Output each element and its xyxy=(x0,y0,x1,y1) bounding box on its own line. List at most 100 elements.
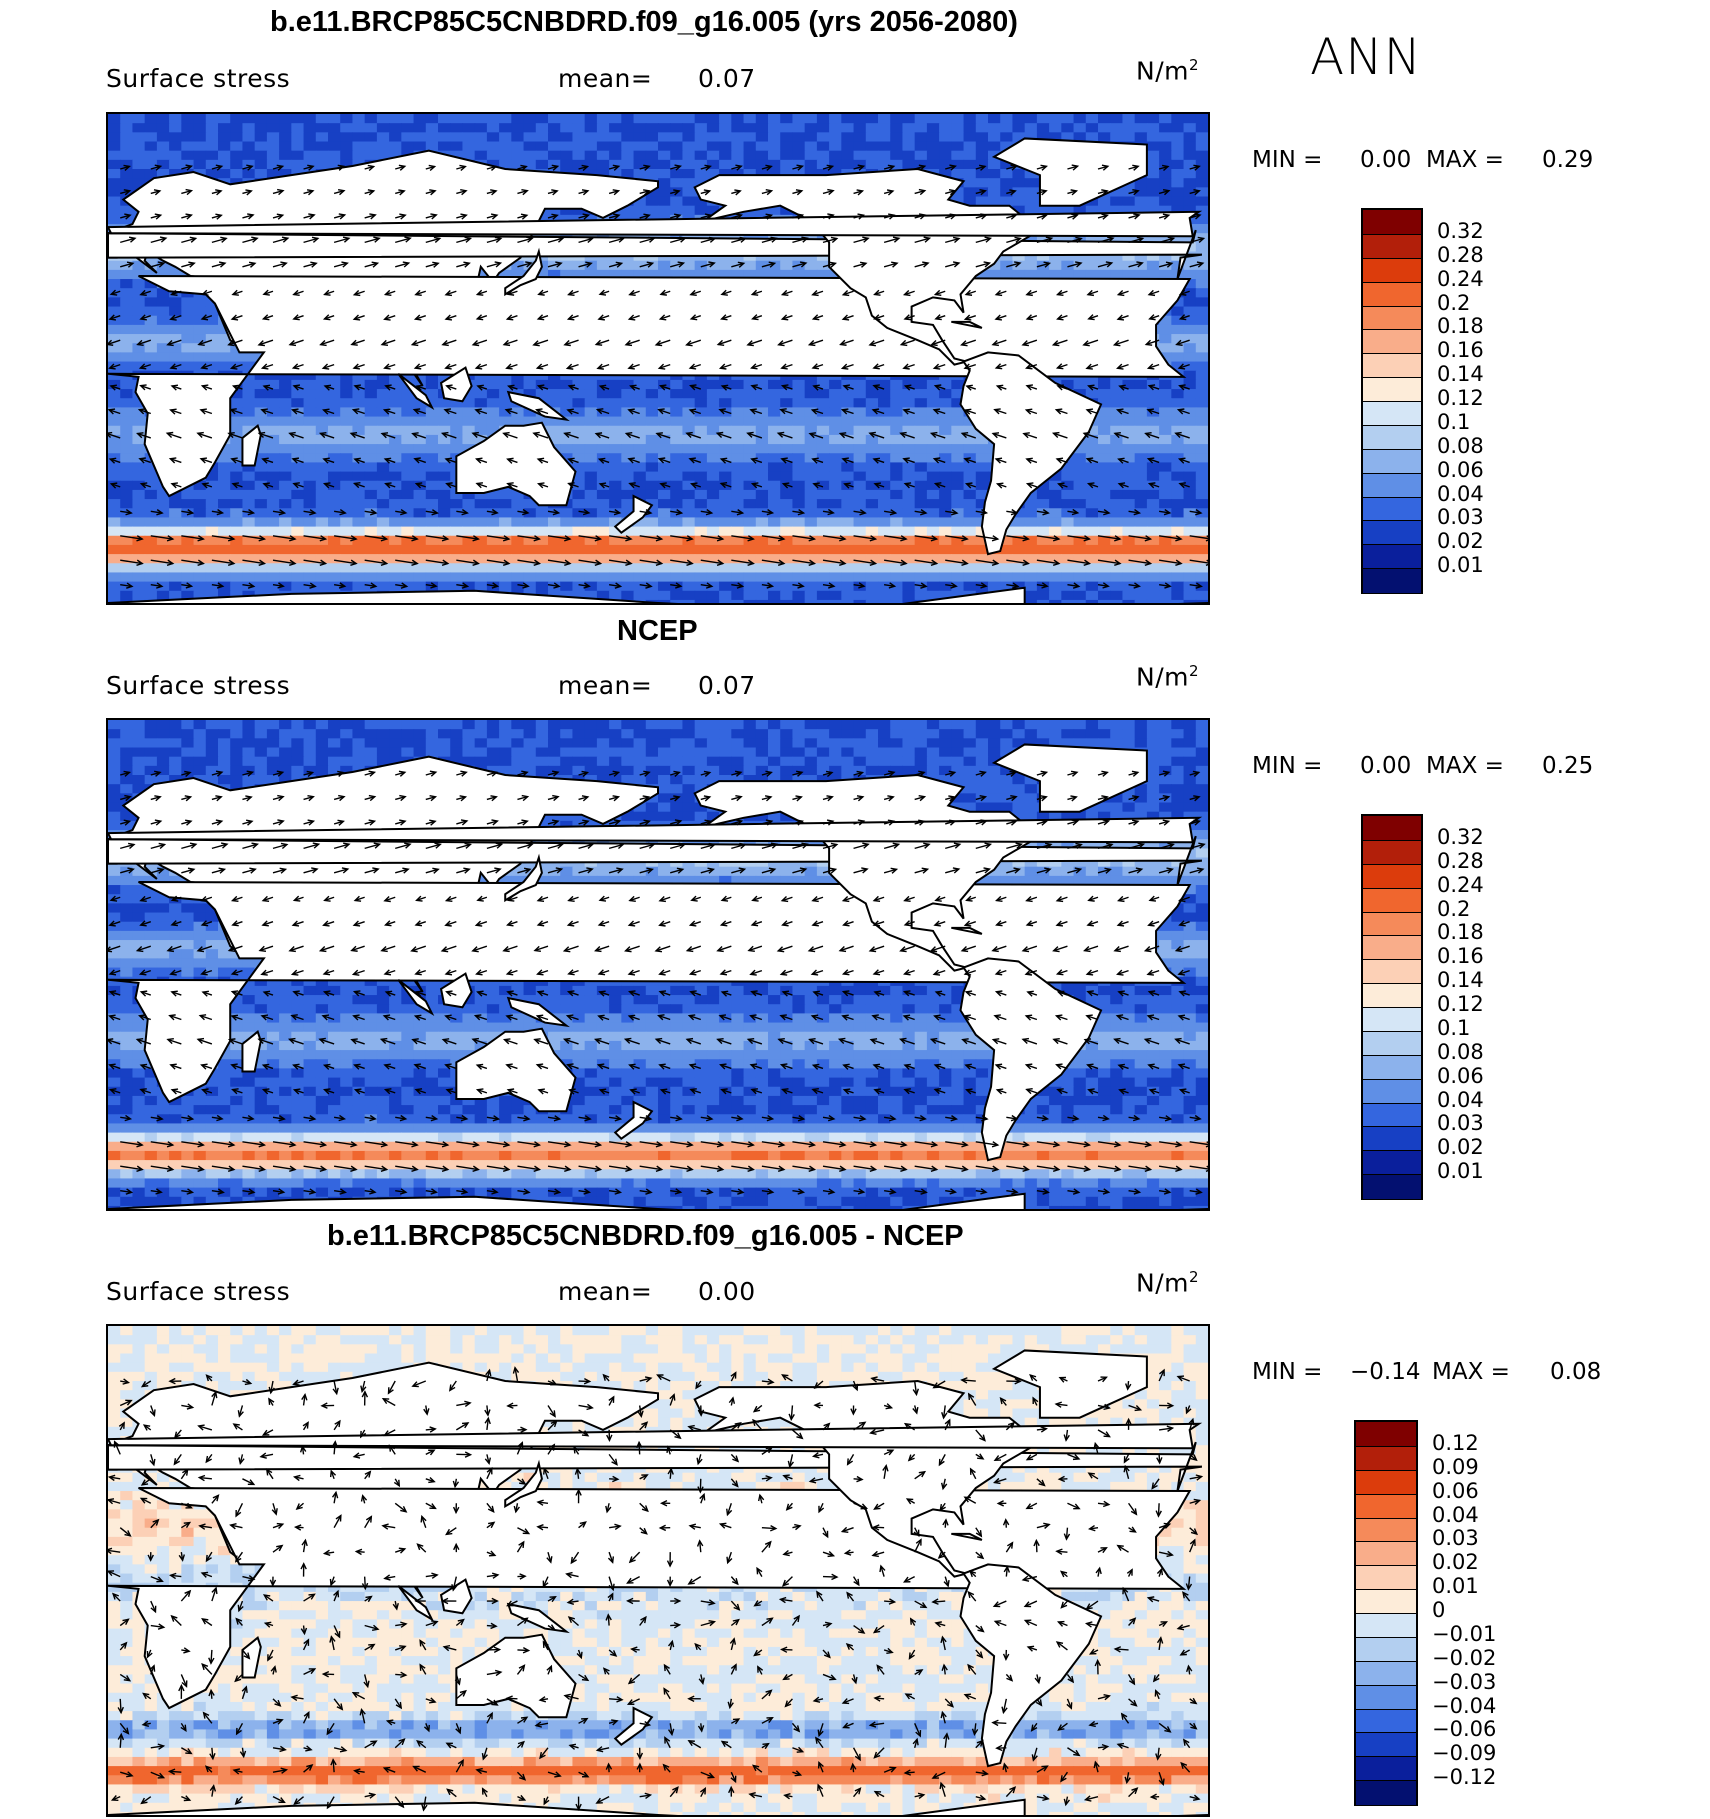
panel-3-units: N/m2 xyxy=(1136,1268,1199,1297)
colorbar-label: 0.1 xyxy=(1437,1015,1471,1040)
panel-1-title: b.e11.BRCP85C5CNBDRD.f09_g16.005 (yrs 20… xyxy=(270,6,1018,38)
colorbar-swatch xyxy=(1363,1102,1421,1127)
colorbar-label: 0.16 xyxy=(1437,338,1484,363)
land-polygon xyxy=(506,390,570,422)
colorbar-swatch xyxy=(1363,1054,1421,1080)
colorbar-label: −0.03 xyxy=(1432,1669,1497,1694)
land-polygon xyxy=(504,853,543,903)
colorbar-swatch xyxy=(1356,1636,1416,1662)
colorbar-label: 0.16 xyxy=(1437,944,1484,969)
colorbar-swatch xyxy=(1363,959,1421,984)
land-polygon xyxy=(504,247,543,297)
colorbar-label: 0.03 xyxy=(1437,505,1484,530)
colorbar-swatch xyxy=(1363,816,1421,841)
colorbar-swatch xyxy=(1356,1660,1416,1686)
colorbar-swatch xyxy=(1363,935,1421,960)
colorbar-label: 0.06 xyxy=(1432,1478,1479,1503)
colorbar-swatch xyxy=(1363,377,1421,402)
panel-1-max-value: 0.29 xyxy=(1542,147,1594,173)
panel-3-max-value: 0.08 xyxy=(1550,1359,1602,1385)
colorbar-swatch xyxy=(1363,496,1421,521)
colorbar-swatch xyxy=(1363,1078,1421,1103)
panel-2-mean-value: 0.07 xyxy=(698,671,756,700)
units-exponent: 2 xyxy=(1188,56,1200,74)
colorbar-label: −0.06 xyxy=(1432,1717,1497,1742)
panel-3-min-value: −0.14 xyxy=(1350,1359,1421,1385)
panel-1-min-value: 0.00 xyxy=(1360,147,1412,173)
colorbar-label: 0.02 xyxy=(1437,1135,1484,1160)
colorbar-label: 0.32 xyxy=(1437,824,1484,849)
colorbar-label: 0.03 xyxy=(1432,1526,1479,1551)
land-polygon xyxy=(439,972,473,1009)
colorbar-swatch xyxy=(1363,520,1421,545)
colorbar-label: 0.32 xyxy=(1437,218,1484,243)
panel-3-variable: Surface stress xyxy=(106,1277,291,1306)
map-svg xyxy=(108,1326,1208,1815)
colorbar-label: 0.04 xyxy=(1437,1087,1484,1112)
colorbar-label: 0.01 xyxy=(1437,1159,1484,1184)
colorbar-swatch xyxy=(1363,568,1421,593)
colorbar-swatch xyxy=(1363,472,1421,497)
colorbar-label: 0.03 xyxy=(1437,1111,1484,1136)
colorbar-label: −0.12 xyxy=(1432,1765,1497,1790)
colorbar-label: 0.08 xyxy=(1437,1039,1484,1064)
units-exponent: 2 xyxy=(1188,1268,1200,1286)
colorbar-swatch xyxy=(1356,1517,1416,1542)
colorbar-swatch xyxy=(1356,1565,1416,1590)
panel-2-units: N/m2 xyxy=(1136,662,1199,691)
land-polygon xyxy=(991,1349,1148,1419)
land-polygon xyxy=(108,1422,1203,1450)
land-polygon xyxy=(959,351,1103,556)
panel-1-min-label: MIN = xyxy=(1252,147,1323,173)
land-polygon xyxy=(504,1459,543,1509)
units-base: N/m xyxy=(1136,56,1189,86)
colorbar-label: 0.12 xyxy=(1437,992,1484,1016)
colorbar-swatch xyxy=(1363,424,1421,450)
coastlines xyxy=(108,743,1208,1209)
colorbar-swatch xyxy=(1356,1422,1416,1447)
colorbar-swatch xyxy=(1356,1780,1416,1805)
colorbar-label: 0.18 xyxy=(1437,314,1484,339)
units-base: N/m xyxy=(1136,662,1189,692)
units-base: N/m xyxy=(1136,1268,1189,1298)
panel-2-map xyxy=(106,718,1210,1211)
map-svg xyxy=(108,720,1208,1209)
panel-1-map xyxy=(106,112,1210,605)
colorbar-label: −0.09 xyxy=(1432,1741,1497,1766)
land-polygon xyxy=(108,586,1208,603)
colorbar-label: 0.14 xyxy=(1437,968,1484,993)
colorbar-swatch xyxy=(1363,839,1421,865)
panel-3-colorbar xyxy=(1354,1420,1418,1806)
colorbar-swatch xyxy=(1363,1174,1421,1199)
colorbar-label: 0.06 xyxy=(1437,457,1484,482)
panel-2-min-value: 0.00 xyxy=(1360,753,1412,779)
panel-1-units: N/m2 xyxy=(1136,56,1199,85)
colorbar-label: 0.04 xyxy=(1432,1502,1479,1527)
colorbar-swatch xyxy=(1356,1589,1416,1614)
colorbar-label: 0.24 xyxy=(1437,266,1484,291)
panel-2-max-value: 0.25 xyxy=(1542,753,1594,779)
panel-3-mean-value: 0.00 xyxy=(698,1277,756,1306)
colorbar-label: 0.28 xyxy=(1437,848,1484,873)
land-polygon xyxy=(241,1636,262,1679)
colorbar-swatch xyxy=(1363,1030,1421,1056)
land-polygon xyxy=(951,926,983,935)
colorbar-label: 0 xyxy=(1432,1598,1446,1622)
land-polygon xyxy=(108,816,1203,844)
colorbar-swatch xyxy=(1363,210,1421,235)
land-polygon xyxy=(951,320,983,329)
colorbar-swatch xyxy=(1363,233,1421,259)
stress-vectors xyxy=(108,770,1208,1195)
land-polygon xyxy=(991,743,1148,813)
colorbar-label: 0.01 xyxy=(1437,553,1484,578)
colorbar-swatch xyxy=(1363,401,1421,426)
panel-1-variable: Surface stress xyxy=(106,64,291,93)
land-polygon xyxy=(241,424,262,467)
colorbar-label: 0.12 xyxy=(1437,386,1484,410)
land-polygon xyxy=(455,421,577,507)
land-polygon xyxy=(439,1578,473,1615)
land-polygon xyxy=(455,1633,577,1719)
land-polygon xyxy=(951,1532,983,1541)
land-polygon xyxy=(613,1706,654,1747)
colorbar-swatch xyxy=(1356,1684,1416,1709)
